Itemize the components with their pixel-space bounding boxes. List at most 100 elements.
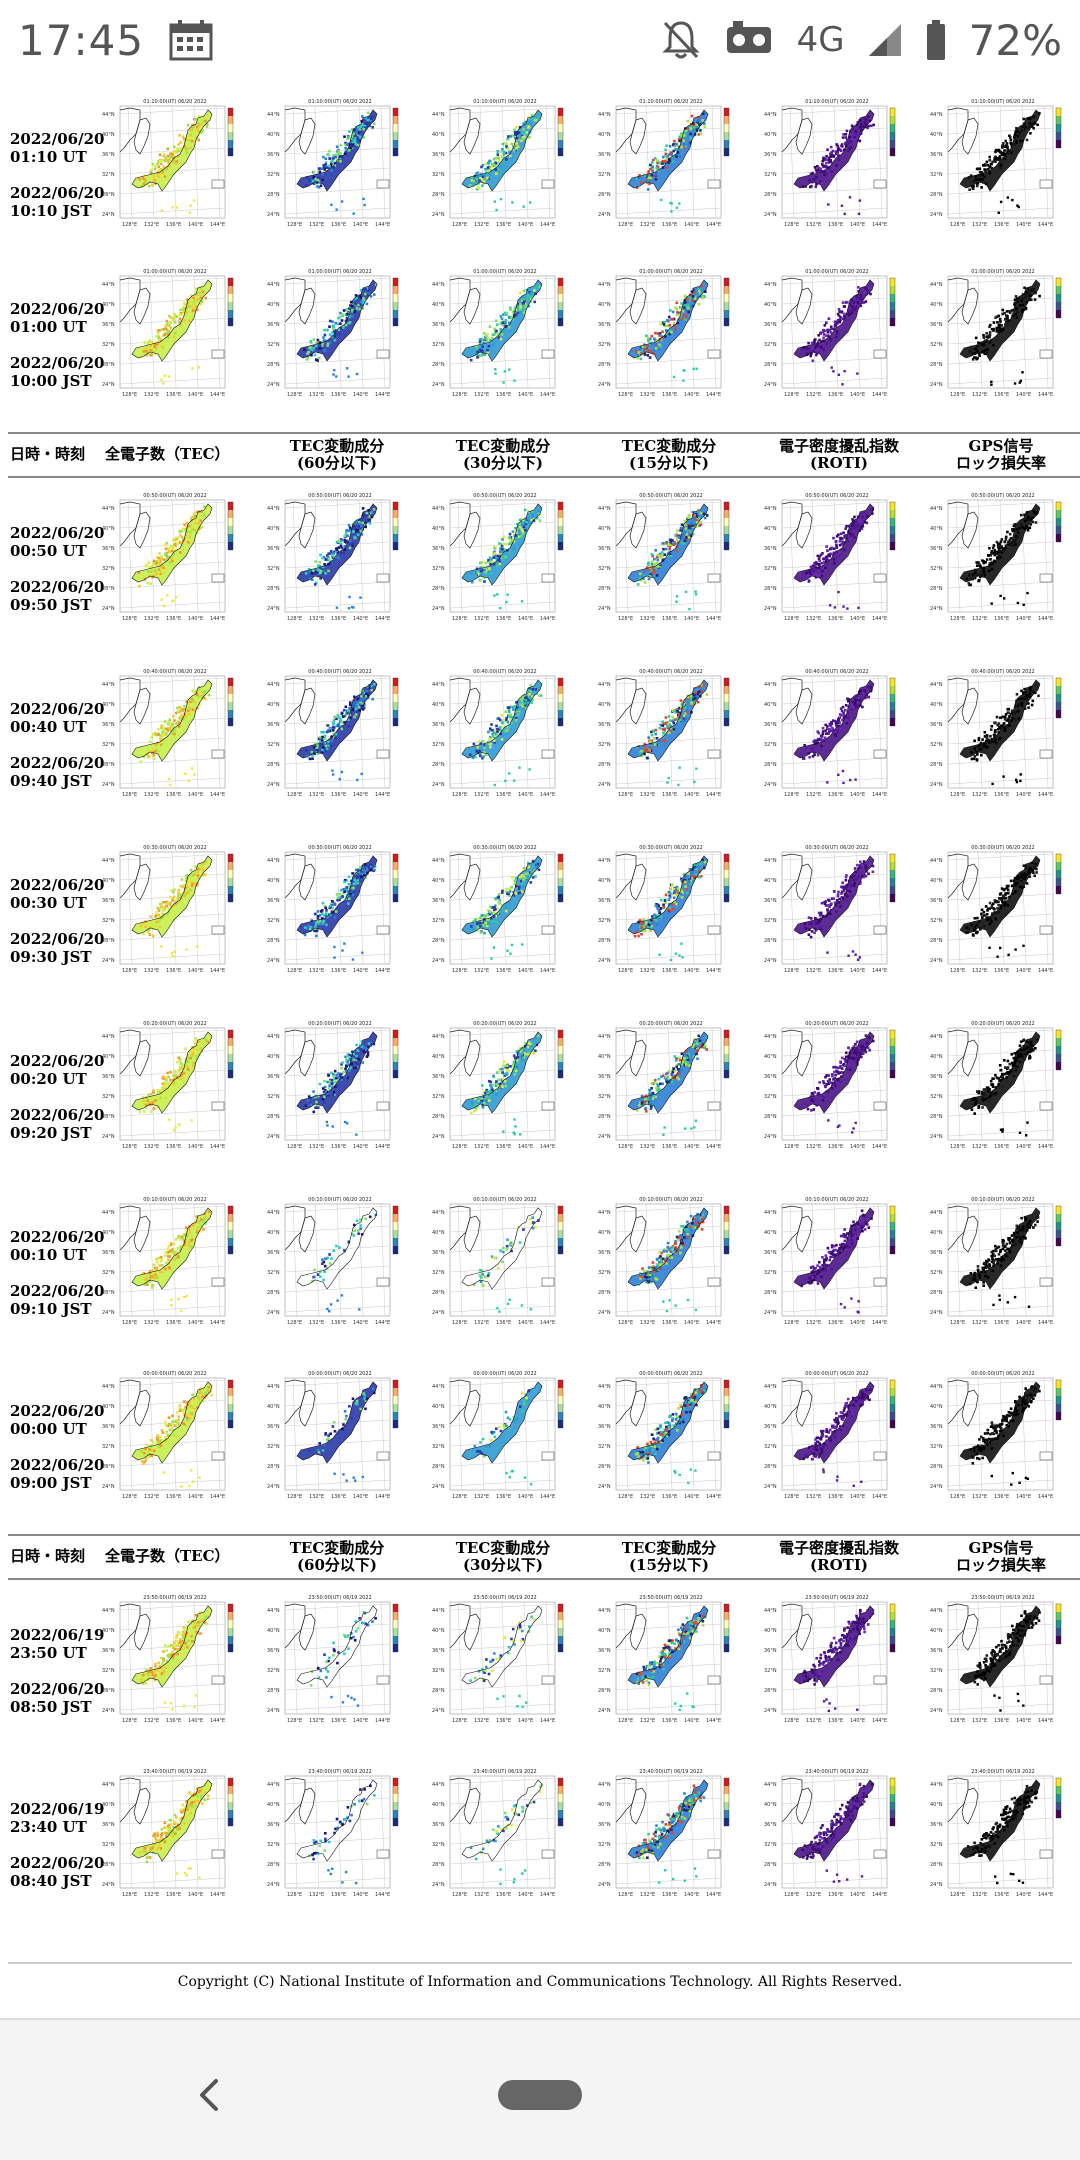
map-tec60[interactable]: 00:20:00(UT) 06/20 2022 44°N 40°N 36°N 32°N 2… — [265, 1018, 415, 1158]
svg-text:144°E: 144°E — [210, 392, 225, 398]
svg-text:40°N: 40°N — [598, 702, 611, 708]
map-roti[interactable]: 23:50:00(UT) 06/19 2022 44°N 40°N 36°N 32°N 2… — [762, 1592, 912, 1732]
jst-line: 09:40 JST — [10, 772, 92, 790]
header-datetime: 日時・時刻 — [10, 446, 100, 463]
map-tec60[interactable]: 23:40:00(UT) 06/19 2022 44°N 40°N 36°N 32°N 2… — [265, 1766, 415, 1906]
svg-text:140°E: 140°E — [1016, 792, 1031, 798]
map-tec30[interactable]: 00:40:00(UT) 06/20 2022 44°N 40°N 36°N 32°N 2… — [430, 666, 580, 806]
map-tec60[interactable]: 00:50:00(UT) 06/20 2022 44°N 40°N 36°N 32°N 2… — [265, 490, 415, 630]
map-tec60[interactable]: 00:40:00(UT) 06/20 2022 44°N 40°N 36°N 32°N 2… — [265, 666, 415, 806]
svg-text:144°E: 144°E — [540, 616, 555, 622]
map-lol[interactable]: 01:10:00(UT) 06/20 2022 44°N 40°N 36°N 32°N 2… — [928, 96, 1078, 236]
map-roti[interactable]: 00:40:00(UT) 06/20 2022 44°N 40°N 36°N 32°N 2… — [762, 666, 912, 806]
map-tec[interactable]: 01:10:00(UT) 06/20 2022 44°N 40°N 36°N 32°N 2… — [100, 96, 250, 236]
map-lol[interactable]: 00:00:00(UT) 06/20 2022 44°N 40°N 36°N 32°N 2… — [928, 1368, 1078, 1508]
ut-line: 2022/06/20 — [10, 1052, 105, 1070]
map-tec30[interactable]: 00:00:00(UT) 06/20 2022 44°N 40°N 36°N 32°N 2… — [430, 1368, 580, 1508]
svg-text:136°E: 136°E — [994, 792, 1009, 798]
jst-line: 09:30 JST — [10, 948, 92, 966]
svg-text:140°E: 140°E — [188, 616, 203, 622]
map-tec[interactable]: 00:20:00(UT) 06/20 2022 44°N 40°N 36°N 32°N 2… — [100, 1018, 250, 1158]
svg-text:24°N: 24°N — [930, 606, 943, 612]
status-bar: 17:45 — [0, 0, 1080, 80]
svg-text:144°E: 144°E — [706, 222, 721, 228]
map-tec[interactable]: 00:00:00(UT) 06/20 2022 44°N 40°N 36°N 32°N 2… — [100, 1368, 250, 1508]
map-tec30[interactable]: 00:30:00(UT) 06/20 2022 44°N 40°N 36°N 32°N 2… — [430, 842, 580, 982]
header-tec30-text: (30分以下) — [462, 454, 544, 472]
svg-text:132°E: 132°E — [474, 222, 489, 228]
svg-text:24°N: 24°N — [598, 382, 611, 388]
svg-text:128°E: 128°E — [618, 392, 633, 398]
map-lol[interactable]: 23:40:00(UT) 06/19 2022 44°N 40°N 36°N 32°N 2… — [928, 1766, 1078, 1906]
svg-text:140°E: 140°E — [188, 968, 203, 974]
navigation-bar — [0, 2020, 1080, 2160]
map-tec[interactable]: 00:40:00(UT) 06/20 2022 44°N 40°N 36°N 32°N 2… — [100, 666, 250, 806]
map-tec30[interactable]: 01:10:00(UT) 06/20 2022 44°N 40°N 36°N 32°N 2… — [430, 96, 580, 236]
map-lol[interactable]: 00:40:00(UT) 06/20 2022 44°N 40°N 36°N 32°N 2… — [928, 666, 1078, 806]
svg-text:32°N: 32°N — [432, 566, 445, 572]
ut-line: 2022/06/19 — [10, 1626, 105, 1644]
map-tec60[interactable]: 23:50:00(UT) 06/19 2022 44°N 40°N 36°N 32°N 2… — [265, 1592, 415, 1732]
map-tec60[interactable]: 00:10:00(UT) 06/20 2022 44°N 40°N 36°N 32°N 2… — [265, 1194, 415, 1334]
back-icon[interactable] — [190, 2075, 230, 2115]
map-tec15[interactable]: 00:00:00(UT) 06/20 2022 44°N 40°N 36°N 32°N 2… — [596, 1368, 746, 1508]
map-tec30[interactable]: 01:00:00(UT) 06/20 2022 44°N 40°N 36°N 32°N 2… — [430, 266, 580, 406]
map-roti[interactable]: 01:00:00(UT) 06/20 2022 44°N 40°N 36°N 32°N 2… — [762, 266, 912, 406]
map-tec30[interactable]: 23:50:00(UT) 06/19 2022 44°N 40°N 36°N 32°N 2… — [430, 1592, 580, 1732]
map-roti[interactable]: 23:40:00(UT) 06/19 2022 44°N 40°N 36°N 32°N 2… — [762, 1766, 912, 1906]
ut-line: 2022/06/19 — [10, 1800, 105, 1818]
svg-text:136°E: 136°E — [994, 616, 1009, 622]
svg-text:40°N: 40°N — [102, 302, 115, 308]
map-roti[interactable]: 00:30:00(UT) 06/20 2022 44°N 40°N 36°N 32°N 2… — [762, 842, 912, 982]
map-tec15[interactable]: 00:20:00(UT) 06/20 2022 44°N 40°N 36°N 32°N 2… — [596, 1018, 746, 1158]
svg-text:140°E: 140°E — [518, 392, 533, 398]
svg-text:128°E: 128°E — [618, 792, 633, 798]
map-tec15[interactable]: 23:40:00(UT) 06/19 2022 44°N 40°N 36°N 32°N 2… — [596, 1766, 746, 1906]
map-tec[interactable]: 01:00:00(UT) 06/20 2022 44°N 40°N 36°N 32°N 2… — [100, 266, 250, 406]
map-roti[interactable]: 00:10:00(UT) 06/20 2022 44°N 40°N 36°N 32°N 2… — [762, 1194, 912, 1334]
svg-text:28°N: 28°N — [930, 192, 943, 198]
map-lol[interactable]: 00:20:00(UT) 06/20 2022 44°N 40°N 36°N 32°N 2… — [928, 1018, 1078, 1158]
map-roti[interactable]: 00:00:00(UT) 06/20 2022 44°N 40°N 36°N 32°N 2… — [762, 1368, 912, 1508]
map-tec15[interactable]: 00:50:00(UT) 06/20 2022 44°N 40°N 36°N 32°N 2… — [596, 490, 746, 630]
map-tec[interactable]: 00:50:00(UT) 06/20 2022 44°N 40°N 36°N 32°N 2… — [100, 490, 250, 630]
map-tec15[interactable]: 01:10:00(UT) 06/20 2022 44°N 40°N 36°N 32°N 2… — [596, 96, 746, 236]
home-pill[interactable] — [498, 2080, 582, 2110]
map-tec[interactable]: 23:40:00(UT) 06/19 2022 44°N 40°N 36°N 32°N 2… — [100, 1766, 250, 1906]
footer-divider — [8, 1962, 1072, 1964]
svg-text:36°N: 36°N — [930, 152, 943, 158]
svg-text:132°E: 132°E — [806, 392, 821, 398]
map-tec60[interactable]: 00:00:00(UT) 06/20 2022 44°N 40°N 36°N 32°N 2… — [265, 1368, 415, 1508]
map-tec30[interactable]: 23:40:00(UT) 06/19 2022 44°N 40°N 36°N 32°N 2… — [430, 1766, 580, 1906]
map-tec15[interactable]: 23:50:00(UT) 06/19 2022 44°N 40°N 36°N 32°N 2… — [596, 1592, 746, 1732]
map-tec30[interactable]: 00:10:00(UT) 06/20 2022 44°N 40°N 36°N 32°N 2… — [430, 1194, 580, 1334]
header-lock-loss-text: GPS信号 — [968, 437, 1034, 455]
map-roti[interactable]: 00:50:00(UT) 06/20 2022 44°N 40°N 36°N 32°N 2… — [762, 490, 912, 630]
map-lol[interactable]: 01:00:00(UT) 06/20 2022 44°N 40°N 36°N 32°N 2… — [928, 266, 1078, 406]
map-lol[interactable]: 00:30:00(UT) 06/20 2022 44°N 40°N 36°N 32°N 2… — [928, 842, 1078, 982]
map-tec[interactable]: 00:30:00(UT) 06/20 2022 44°N 40°N 36°N 32°N 2… — [100, 842, 250, 982]
map-tec60[interactable]: 01:10:00(UT) 06/20 2022 44°N 40°N 36°N 32°N 2… — [265, 96, 415, 236]
jst-time: 2022/06/20 09:20 JST — [10, 1106, 104, 1142]
map-tec60[interactable]: 00:30:00(UT) 06/20 2022 44°N 40°N 36°N 32°N 2… — [265, 842, 415, 982]
map-tec[interactable]: 00:10:00(UT) 06/20 2022 44°N 40°N 36°N 32°N 2… — [100, 1194, 250, 1334]
map-tec30[interactable]: 00:50:00(UT) 06/20 2022 44°N 40°N 36°N 32°N 2… — [430, 490, 580, 630]
map-roti[interactable]: 00:20:00(UT) 06/20 2022 44°N 40°N 36°N 32°N 2… — [762, 1018, 912, 1158]
map-roti[interactable]: 01:10:00(UT) 06/20 2022 44°N 40°N 36°N 32°N 2… — [762, 96, 912, 236]
map-tec60[interactable]: 01:00:00(UT) 06/20 2022 44°N 40°N 36°N 32°N 2… — [265, 266, 415, 406]
svg-text:24°N: 24°N — [102, 958, 115, 964]
map-lol[interactable]: 00:50:00(UT) 06/20 2022 44°N 40°N 36°N 32°N 2… — [928, 490, 1078, 630]
svg-text:140°E: 140°E — [518, 616, 533, 622]
map-tec15[interactable]: 00:10:00(UT) 06/20 2022 44°N 40°N 36°N 32°N 2… — [596, 1194, 746, 1334]
map-lol[interactable]: 00:10:00(UT) 06/20 2022 44°N 40°N 36°N 32°N 2… — [928, 1194, 1078, 1334]
map-tec[interactable]: 23:50:00(UT) 06/19 2022 44°N 40°N 36°N 32°N 2… — [100, 1592, 250, 1732]
map-tec15[interactable]: 00:30:00(UT) 06/20 2022 44°N 40°N 36°N 32°N 2… — [596, 842, 746, 982]
svg-text:24°N: 24°N — [598, 606, 611, 612]
map-tec15[interactable]: 00:40:00(UT) 06/20 2022 44°N 40°N 36°N 32°N 2… — [596, 666, 746, 806]
map-lol[interactable]: 23:50:00(UT) 06/19 2022 44°N 40°N 36°N 32°N 2… — [928, 1592, 1078, 1732]
map-row: 2022/06/19 23:40 UT 2022/06/20 08:40 JST 23:… — [0, 1766, 1080, 1916]
map-tec30[interactable]: 00:20:00(UT) 06/20 2022 44°N 40°N 36°N 32°N 2… — [430, 1018, 580, 1158]
svg-text:140°E: 140°E — [518, 792, 533, 798]
ut-line: 2022/06/20 — [10, 1402, 105, 1420]
map-tec15[interactable]: 01:00:00(UT) 06/20 2022 44°N 40°N 36°N 32°N 2… — [596, 266, 746, 406]
